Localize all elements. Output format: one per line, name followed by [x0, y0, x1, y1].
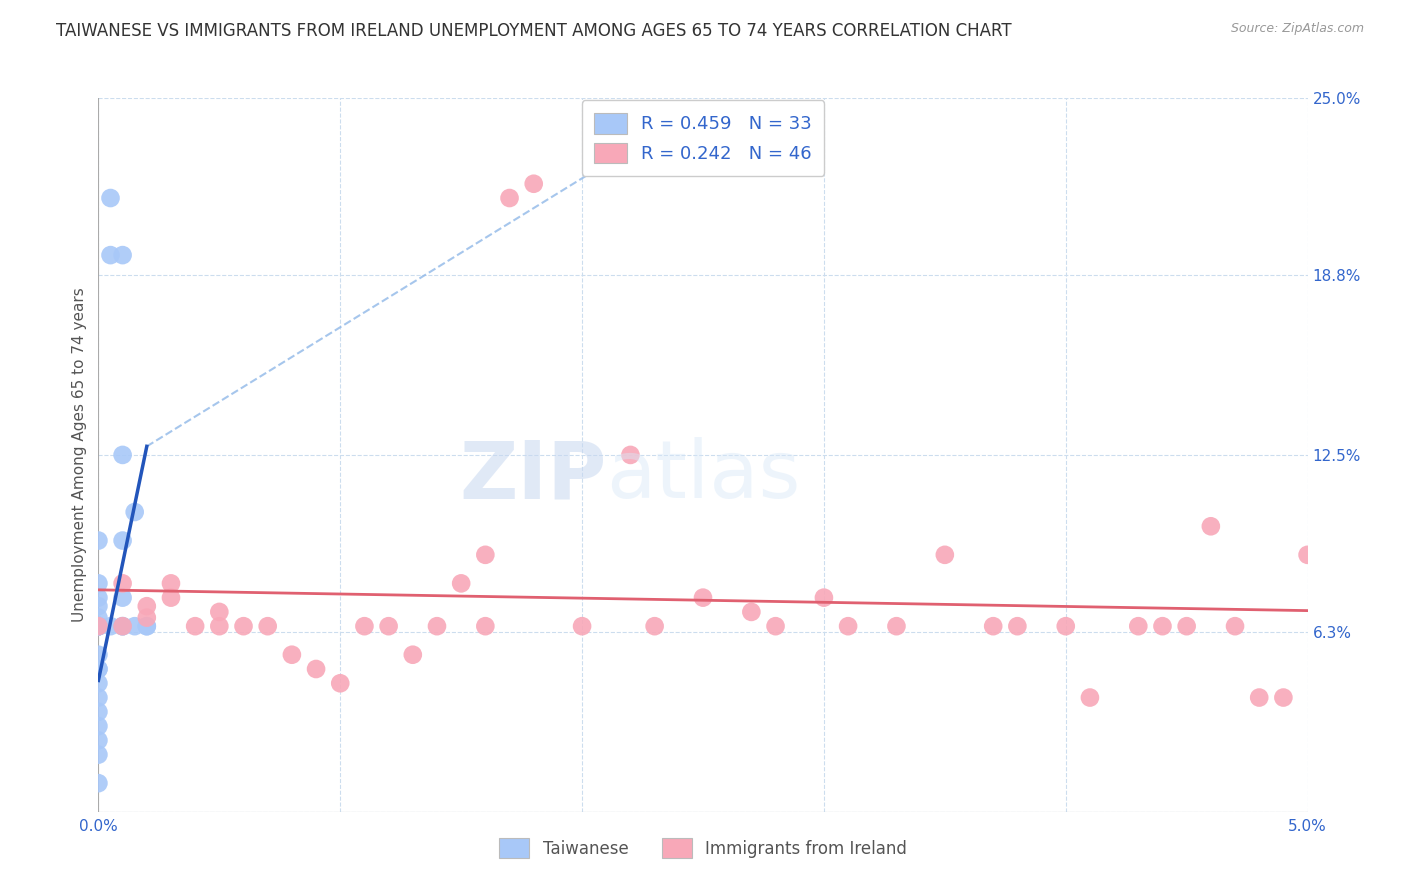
Point: [1007, 619, 1029, 633]
Point: [87, 733, 110, 747]
Point: [87, 662, 110, 676]
Point: [111, 533, 134, 548]
Point: [87, 599, 110, 614]
Point: [87, 619, 110, 633]
Point: [87, 719, 110, 733]
Point: [1175, 619, 1198, 633]
Point: [1128, 619, 1150, 633]
Point: [87, 705, 110, 719]
Point: [1078, 690, 1101, 705]
Point: [281, 648, 304, 662]
Text: TAIWANESE VS IMMIGRANTS FROM IRELAND UNEMPLOYMENT AMONG AGES 65 TO 74 YEARS CORR: TAIWANESE VS IMMIGRANTS FROM IRELAND UNE…: [56, 22, 1012, 40]
Point: [692, 591, 714, 605]
Point: [87, 676, 110, 690]
Point: [305, 662, 328, 676]
Point: [111, 619, 134, 633]
Point: [1152, 619, 1174, 633]
Point: [402, 648, 425, 662]
Point: [87, 662, 110, 676]
Point: [426, 619, 449, 633]
Point: [498, 191, 520, 205]
Point: [474, 619, 496, 633]
Point: [474, 548, 496, 562]
Point: [87, 619, 110, 633]
Point: [87, 619, 110, 633]
Point: [523, 177, 546, 191]
Point: [135, 610, 157, 624]
Point: [87, 610, 110, 624]
Point: [111, 576, 134, 591]
Point: [87, 591, 110, 605]
Point: [87, 776, 110, 790]
Point: [135, 599, 157, 614]
Point: [1249, 690, 1271, 705]
Point: [329, 676, 352, 690]
Point: [111, 448, 134, 462]
Point: [87, 619, 110, 633]
Point: [232, 619, 254, 633]
Text: Source: ZipAtlas.com: Source: ZipAtlas.com: [1230, 22, 1364, 36]
Point: [377, 619, 399, 633]
Point: [87, 690, 110, 705]
Point: [87, 619, 110, 633]
Point: [87, 576, 110, 591]
Point: [571, 619, 593, 633]
Point: [813, 591, 835, 605]
Y-axis label: Unemployment Among Ages 65 to 74 years: Unemployment Among Ages 65 to 74 years: [72, 287, 87, 623]
Point: [111, 248, 134, 262]
Point: [765, 619, 787, 633]
Point: [100, 619, 122, 633]
Point: [1199, 519, 1222, 533]
Point: [1272, 690, 1295, 705]
Point: [256, 619, 278, 633]
Point: [124, 619, 146, 633]
Point: [135, 619, 157, 633]
Point: [124, 505, 146, 519]
Point: [100, 248, 122, 262]
Point: [87, 648, 110, 662]
Point: [740, 605, 762, 619]
Point: [87, 747, 110, 762]
Point: [1296, 548, 1319, 562]
Text: atlas: atlas: [606, 437, 800, 516]
Point: [934, 548, 956, 562]
Point: [87, 533, 110, 548]
Point: [1223, 619, 1246, 633]
Point: [1054, 619, 1077, 633]
Point: [208, 619, 231, 633]
Point: [111, 619, 134, 633]
Legend: Taiwanese, Immigrants from Ireland: Taiwanese, Immigrants from Ireland: [489, 829, 917, 868]
Point: [353, 619, 375, 633]
Point: [886, 619, 908, 633]
Point: [111, 619, 134, 633]
Point: [160, 576, 183, 591]
Text: ZIP: ZIP: [458, 437, 606, 516]
Point: [208, 605, 231, 619]
Point: [184, 619, 207, 633]
Point: [837, 619, 859, 633]
Point: [100, 191, 122, 205]
Point: [981, 619, 1004, 633]
Point: [619, 448, 641, 462]
Point: [111, 591, 134, 605]
Point: [644, 619, 666, 633]
Point: [135, 619, 157, 633]
Point: [160, 591, 183, 605]
Point: [87, 619, 110, 633]
Point: [450, 576, 472, 591]
